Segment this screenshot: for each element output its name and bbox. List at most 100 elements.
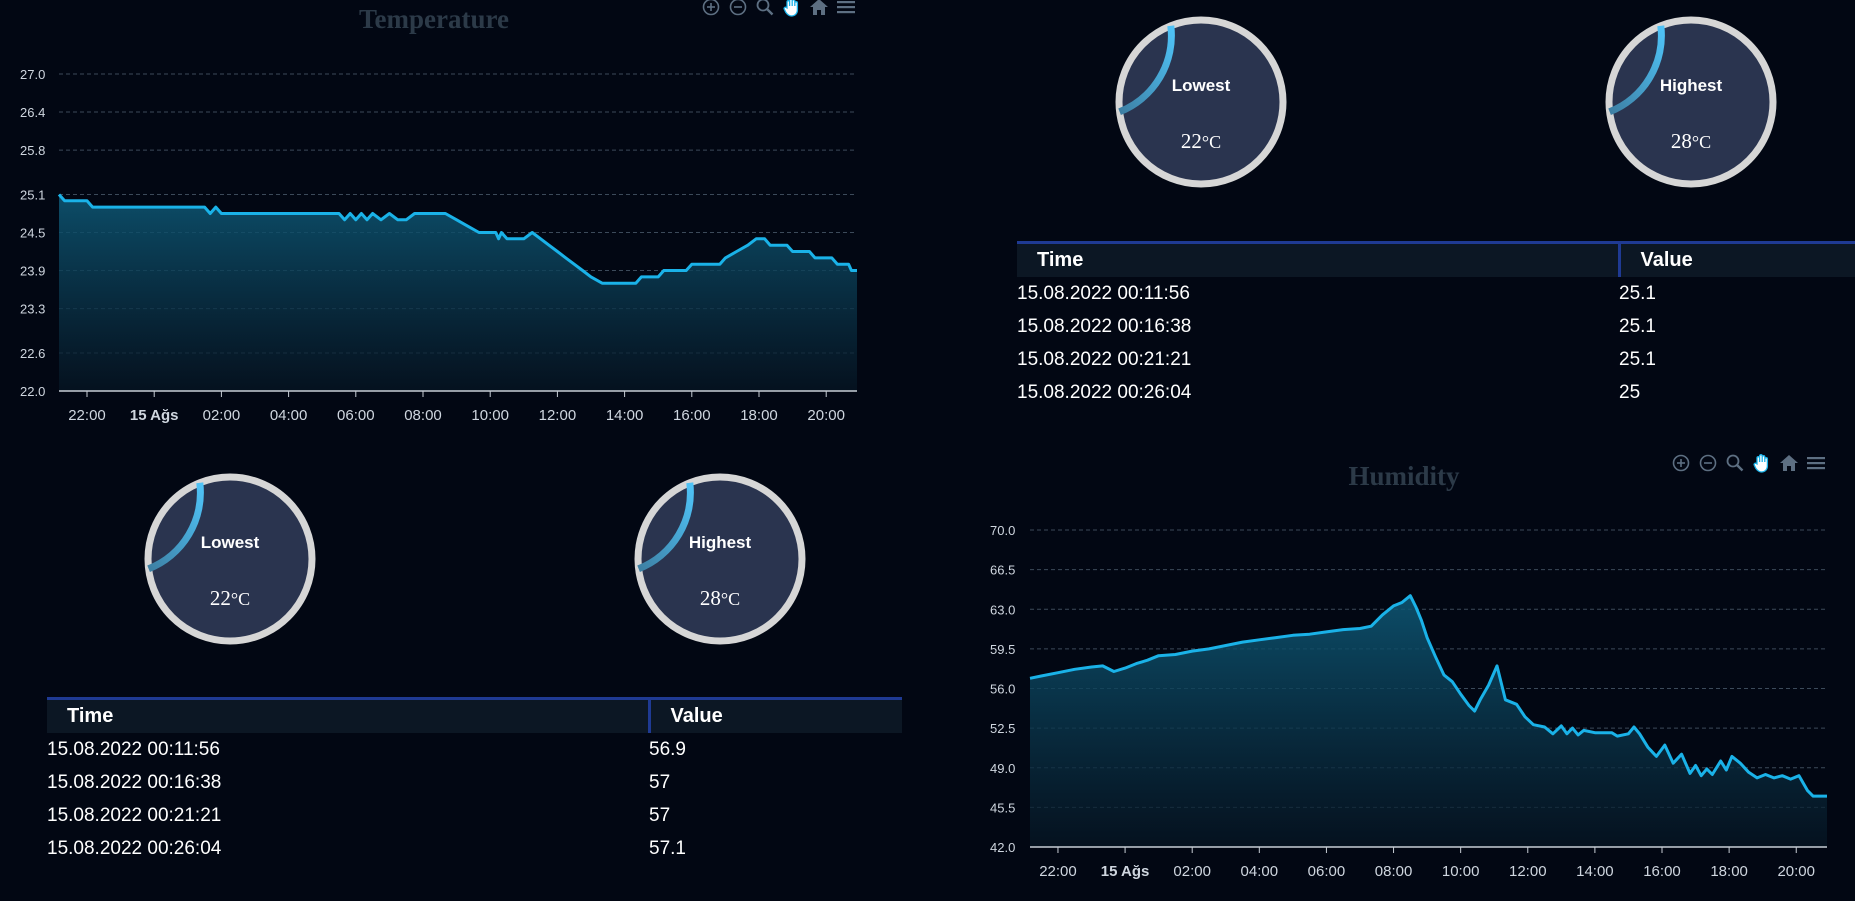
humidity-gauge-lowest: Lowest 22°C (144, 473, 316, 645)
area-fill (1030, 595, 1827, 847)
y-tick-label: 25.1 (20, 187, 45, 202)
zoom-out-icon[interactable] (1697, 452, 1719, 474)
home-icon[interactable] (1778, 452, 1800, 474)
cell-time: 15.08.2022 00:26:04 (1017, 381, 1192, 403)
gauge-number: 22 (1180, 129, 1202, 153)
y-tick-label: 49.0 (990, 761, 1015, 776)
table-row: 15.08.2022 00:16:38 57 (47, 766, 902, 799)
x-tick-label: 15 Ağs (1101, 863, 1150, 880)
x-tick-label: 22:00 (68, 407, 106, 424)
y-tick-label: 27.0 (20, 67, 45, 82)
x-tick-label: 14:00 (606, 407, 644, 424)
gauge-progress-arc (1118, 25, 1175, 116)
y-tick-label: 56.0 (990, 682, 1015, 697)
table-row: 15.08.2022 00:11:56 56.9 (47, 733, 902, 766)
y-tick-label: 22.6 (20, 346, 45, 361)
magnifier-icon[interactable] (1724, 452, 1746, 474)
table-header-row: Time Value (47, 697, 902, 733)
gauge-number: 28 (1670, 129, 1692, 153)
x-tick-label: 04:00 (270, 407, 308, 424)
table-row: 15.08.2022 00:11:56 25.1 (1017, 277, 1855, 310)
gauge-value: 22°C (144, 586, 316, 611)
temperature-chart-svg: Temperature 22.0 22.6 23.3 23.9 24.5 25.1 25.8 2… (20, 4, 857, 424)
menu-icon[interactable] (1805, 452, 1827, 474)
y-tick-label: 70.0 (990, 523, 1015, 538)
table-header-row: Time Value (1017, 241, 1855, 277)
gauge-label: Lowest (1171, 76, 1231, 95)
gauge-unit: °C (230, 589, 251, 609)
temperature-chart: Temperature 22.0 22.6 23.3 23.9 24.5 25.1 25.8 2… (0, 0, 860, 440)
pan-hand-icon[interactable] (1751, 452, 1773, 474)
x-tick-label: 08:00 (1375, 863, 1413, 880)
table-row: 15.08.2022 00:26:04 57.1 (47, 832, 902, 865)
chart-title: Humidity (1348, 461, 1460, 491)
zoom-out-icon[interactable] (727, 0, 749, 18)
menu-icon[interactable] (835, 0, 857, 18)
gauge-value: 28°C (1605, 129, 1777, 154)
temperature-table: Time Value 15.08.2022 00:11:56 25.1 15.0… (1017, 241, 1855, 409)
y-tick-label: 66.5 (990, 563, 1015, 578)
gauge-ring (1115, 16, 1287, 188)
cell-time: 15.08.2022 00:11:56 (47, 738, 220, 760)
humidity-table: Time Value 15.08.2022 00:11:56 56.9 15.0… (47, 697, 902, 865)
y-tick-label: 26.4 (20, 105, 45, 120)
pan-hand-icon[interactable] (781, 0, 803, 18)
y-tick-label: 22.0 (20, 384, 45, 399)
cell-value: 56.9 (649, 738, 686, 760)
zoom-in-icon[interactable] (700, 0, 722, 18)
gauge-ring (634, 473, 806, 645)
humidity-chart-svg: Humidity 42.0 45.5 49.0 52.5 56.0 59.5 63.0 66.5… (990, 461, 1827, 880)
gauge-label: Highest (688, 533, 752, 552)
cell-value: 25.1 (1619, 315, 1656, 337)
column-header-time: Time (1017, 241, 1619, 277)
gauge-value: 22°C (1115, 129, 1287, 154)
x-tick-label: 06:00 (337, 407, 375, 424)
table-row: 15.08.2022 00:21:21 57 (47, 799, 902, 832)
x-tick-label: 04:00 (1241, 863, 1279, 880)
x-tick-label: 16:00 (673, 407, 711, 424)
gauge-progress-arc (637, 482, 694, 573)
gauge-number: 28 (699, 586, 721, 610)
x-tick-label: 15 Ağs (130, 407, 179, 424)
x-tick-label: 16:00 (1643, 863, 1681, 880)
gauge-label: Lowest (200, 533, 260, 552)
x-tick-label: 12:00 (1509, 863, 1547, 880)
humidity-chart: Humidity 42.0 45.5 49.0 52.5 56.0 59.5 63.0 66.5… (970, 455, 1855, 895)
cell-time: 15.08.2022 00:11:56 (1017, 282, 1190, 304)
x-tick-label: 10:00 (471, 407, 509, 424)
series-line (1029, 594, 1827, 798)
home-icon[interactable] (808, 0, 830, 18)
y-tick-label: 52.5 (990, 721, 1015, 736)
temperature-chart-toolbar (700, 0, 857, 18)
gauge-label: Highest (1659, 76, 1723, 95)
cell-time: 15.08.2022 00:16:38 (47, 771, 222, 793)
x-tick-label: 10:00 (1442, 863, 1480, 880)
gauge-unit: °C (1201, 132, 1222, 152)
temperature-gauge-highest: Highest 28°C (1605, 16, 1777, 188)
x-tick-label: 08:00 (404, 407, 442, 424)
gauge-face (634, 473, 806, 645)
cell-value: 57 (649, 804, 671, 826)
gauge-progress-arc (1608, 25, 1665, 116)
x-tick-label: 18:00 (1710, 863, 1748, 880)
y-tick-label: 23.3 (20, 302, 45, 317)
gauge-ring (144, 473, 316, 645)
chart-title: Temperature (359, 4, 509, 34)
x-tick-label: 20:00 (1777, 863, 1815, 880)
magnifier-icon[interactable] (754, 0, 776, 18)
humidity-gauge-highest: Highest 28°C (634, 473, 806, 645)
zoom-in-icon[interactable] (1670, 452, 1692, 474)
table-row: 15.08.2022 00:26:04 25 (1017, 376, 1855, 409)
gauge-face (1115, 16, 1287, 188)
humidity-chart-toolbar (1670, 452, 1827, 474)
cell-value: 25.1 (1619, 282, 1656, 304)
x-tick-label: 02:00 (203, 407, 241, 424)
gauge-face (1605, 16, 1777, 188)
y-tick-label: 42.0 (990, 840, 1015, 855)
x-tick-label: 06:00 (1308, 863, 1346, 880)
x-tick-label: 12:00 (539, 407, 577, 424)
x-tick-label: 14:00 (1576, 863, 1614, 880)
column-header-value: Value (647, 697, 902, 733)
table-row: 15.08.2022 00:16:38 25.1 (1017, 310, 1855, 343)
cell-value: 25 (1619, 381, 1641, 403)
